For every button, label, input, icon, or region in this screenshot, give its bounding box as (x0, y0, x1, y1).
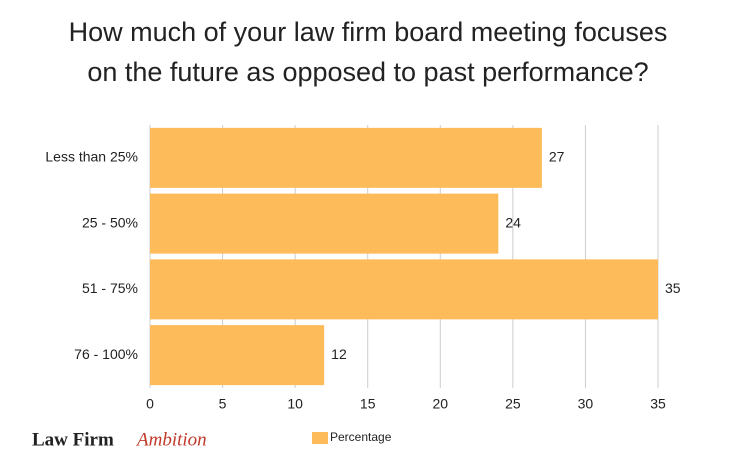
bar (150, 193, 499, 254)
logo-name: Law Firm (32, 429, 114, 450)
y-tick-label: 76 - 100% (74, 346, 138, 362)
chart-title: on the future as opposed to past perform… (87, 57, 648, 87)
x-tick-label: 25 (505, 396, 521, 412)
logo-tagline: Ambition (135, 429, 207, 450)
value-label: 27 (549, 149, 565, 165)
value-label: 12 (331, 346, 347, 362)
x-tick-label: 15 (360, 396, 376, 412)
value-label: 24 (505, 214, 521, 230)
x-tick-label: 20 (432, 396, 448, 412)
x-tick-label: 35 (650, 396, 666, 412)
value-label: 35 (665, 280, 681, 296)
y-tick-label: 25 - 50% (82, 214, 138, 230)
x-tick-label: 5 (219, 396, 227, 412)
x-tick-label: 0 (146, 396, 154, 412)
chart-title: How much of your law firm board meeting … (69, 17, 668, 47)
bar (150, 127, 542, 188)
y-tick-label: 51 - 75% (82, 280, 138, 296)
y-tick-label: Less than 25% (45, 149, 138, 165)
x-tick-label: 30 (578, 396, 594, 412)
bar (150, 325, 325, 386)
bar (150, 259, 658, 320)
legend-swatch (312, 432, 328, 444)
x-tick-label: 10 (287, 396, 303, 412)
legend-label: Percentage (330, 430, 392, 444)
